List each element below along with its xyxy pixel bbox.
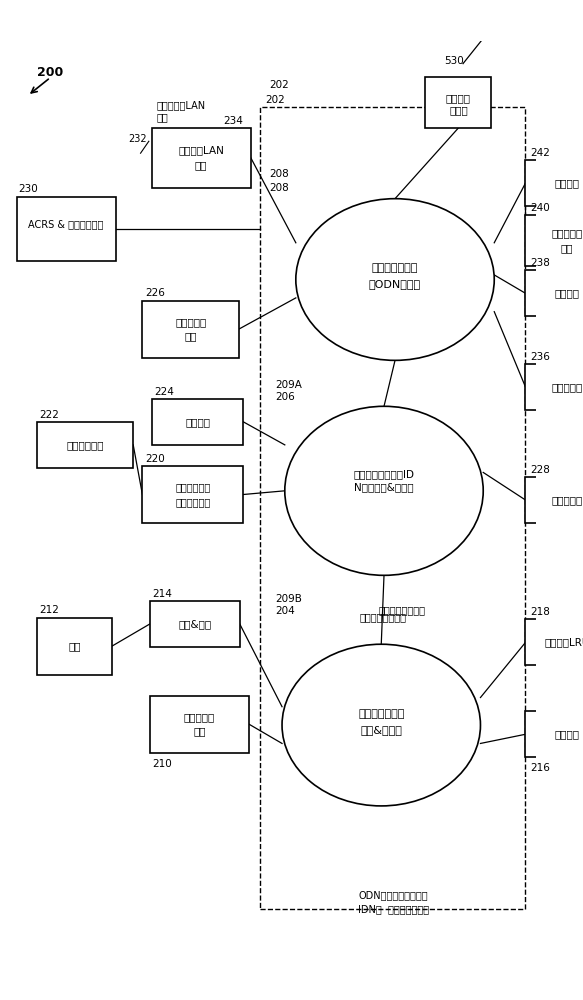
Text: 管理: 管理	[184, 331, 197, 341]
Text: 232: 232	[128, 134, 147, 144]
Text: 第三方应用: 第三方应用	[551, 228, 582, 238]
Bar	[525, 364, 583, 410]
Text: 飞行中娱乐: 飞行中娱乐	[551, 382, 582, 392]
Ellipse shape	[285, 406, 483, 575]
Text: 218: 218	[530, 607, 550, 617]
Bar	[142, 466, 244, 523]
Text: 单元: 单元	[195, 160, 208, 170]
Ellipse shape	[282, 644, 480, 806]
Text: 驾驶舱打印机: 驾驶舱打印机	[66, 440, 104, 450]
Bar	[37, 422, 133, 468]
Text: 238: 238	[530, 258, 550, 268]
Bar	[142, 301, 239, 358]
Text: 数据调制: 数据调制	[446, 93, 471, 103]
Bar	[525, 160, 583, 206]
Text: 222: 222	[40, 410, 59, 420]
Text: 228: 228	[530, 465, 550, 475]
Text: 解调器: 解调器	[449, 105, 468, 115]
Text: 文件服务器: 文件服务器	[175, 317, 206, 327]
Text: 236: 236	[530, 352, 550, 362]
Text: 204: 204	[276, 606, 296, 616]
Bar	[525, 711, 583, 757]
Text: 通信: 通信	[68, 641, 80, 651]
Text: 隔离型数据网络（ID: 隔离型数据网络（ID	[353, 469, 415, 479]
Text: 机组无线LAN: 机组无线LAN	[178, 145, 224, 155]
Text: ODN：开放型数据网络: ODN：开放型数据网络	[359, 890, 428, 900]
Bar	[260, 107, 525, 909]
Text: 由器&交换机: 由器&交换机	[360, 725, 402, 735]
Text: 230: 230	[19, 184, 38, 194]
Text: 航空公司核心网络: 航空公司核心网络	[379, 605, 426, 615]
Text: ACRS & 卫星通信规定: ACRS & 卫星通信规定	[29, 219, 104, 229]
Text: 程序: 程序	[561, 243, 573, 253]
Text: 公共数据网络路: 公共数据网络路	[358, 709, 405, 719]
Text: 202: 202	[265, 95, 285, 105]
Text: 220: 220	[145, 454, 165, 464]
Bar	[525, 477, 583, 523]
Text: 机（以太网）: 机（以太网）	[175, 497, 210, 507]
Text: 209A: 209A	[276, 380, 303, 390]
Text: 224: 224	[154, 387, 174, 397]
Text: 飞行管理: 飞行管理	[554, 729, 580, 739]
Bar	[426, 77, 491, 128]
Bar	[525, 215, 583, 266]
Text: 维护信息: 维护信息	[554, 178, 580, 188]
Text: 206: 206	[276, 392, 296, 402]
Text: 208: 208	[269, 183, 289, 193]
Text: IDN：  隔离型数据网络: IDN： 隔离型数据网络	[359, 904, 430, 914]
Bar	[150, 696, 249, 753]
Bar	[37, 618, 112, 675]
Text: 航空电子LRU: 航空电子LRU	[544, 637, 583, 647]
Text: 200: 200	[37, 66, 63, 79]
Text: 202: 202	[269, 80, 289, 90]
Text: （ODN）网关: （ODN）网关	[369, 279, 421, 289]
Text: 226: 226	[145, 288, 165, 298]
Text: 录器: 录器	[193, 727, 206, 737]
Bar	[152, 128, 251, 188]
Text: 维护便携计算: 维护便携计算	[175, 482, 210, 492]
Text: 视频监视: 视频监视	[185, 417, 210, 427]
Text: 机组信息: 机组信息	[554, 288, 580, 298]
Text: 209B: 209B	[276, 594, 303, 604]
Text: 航站楼无线LAN: 航站楼无线LAN	[156, 100, 205, 110]
Text: 开放型数据网络: 开放型数据网络	[372, 263, 418, 273]
Bar	[152, 399, 244, 445]
Bar	[150, 601, 240, 647]
Text: 212: 212	[40, 605, 59, 615]
Text: 216: 216	[530, 763, 550, 773]
Text: 导航&引导: 导航&引导	[178, 619, 211, 629]
Text: 航空公司核心网络: 航空公司核心网络	[359, 612, 406, 622]
Text: 242: 242	[530, 148, 550, 158]
Text: 208: 208	[269, 169, 289, 179]
Text: 单元: 单元	[156, 112, 168, 122]
Bar	[16, 197, 116, 261]
Text: 飞行数据记: 飞行数据记	[184, 712, 215, 722]
Text: 210: 210	[153, 759, 172, 769]
Text: N）路由器&交换机: N）路由器&交换机	[354, 482, 414, 492]
Text: 240: 240	[530, 203, 550, 213]
Bar	[525, 270, 583, 316]
Text: 234: 234	[223, 116, 244, 126]
Text: 530: 530	[444, 56, 463, 66]
Ellipse shape	[296, 199, 494, 360]
Text: 电子飞行包: 电子飞行包	[551, 495, 582, 505]
Bar	[525, 619, 583, 665]
Text: 214: 214	[153, 589, 173, 599]
